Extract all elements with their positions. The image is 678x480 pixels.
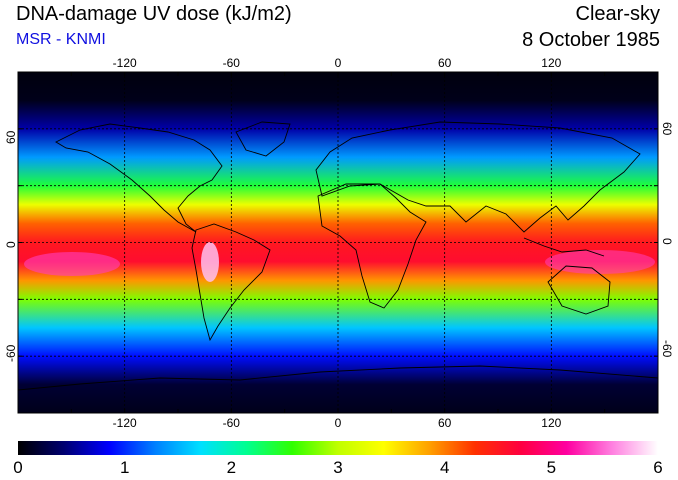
- lon-tick-top: 120: [541, 56, 562, 70]
- lon-tick-bottom: 0: [334, 416, 342, 430]
- colorbar-tick-label: 4: [439, 458, 450, 477]
- lat-tick-right: 0: [660, 238, 674, 245]
- lat-tick-left: 60: [4, 130, 18, 144]
- lat-tick-left: 0: [4, 241, 18, 248]
- coast-indonesia: [523, 237, 605, 257]
- coast-africa: [317, 183, 427, 309]
- andes-high-dose: [201, 242, 219, 282]
- frame-ticks: [18, 72, 658, 413]
- coastlines: [18, 121, 658, 391]
- colorbar-tick-label: 1: [119, 458, 130, 477]
- colorbar-tick-label: 0: [13, 458, 23, 477]
- lon-tick-bottom: 60: [438, 416, 452, 430]
- colorbar-tick-label: 5: [546, 458, 557, 477]
- lat-tick-left: -60: [4, 344, 18, 362]
- lon-tick-top: -120: [112, 56, 137, 70]
- coast-south-america: [191, 223, 271, 342]
- lon-tick-bottom: 120: [541, 416, 562, 430]
- date-label: 8 October 1985: [522, 29, 660, 51]
- lon-tick-bottom: -60: [222, 416, 240, 430]
- coast-antarctica: [18, 365, 658, 391]
- colorbar-tick-label: 2: [226, 458, 237, 477]
- lon-tick-top: 60: [438, 56, 452, 70]
- sky-condition-label: Clear-sky: [575, 3, 660, 25]
- coast-australia: [547, 265, 611, 315]
- colorbar-tick-label: 3: [333, 458, 343, 477]
- south-pacific-high-dose: [24, 252, 120, 276]
- lon-tick-top: 0: [334, 56, 342, 70]
- lat-tick-right: 60: [660, 122, 674, 136]
- coast-greenland: [235, 121, 291, 157]
- colorbar: [18, 441, 658, 455]
- lon-tick-top: -60: [222, 56, 240, 70]
- map-title: DNA-damage UV dose (kJ/m2): [16, 3, 292, 25]
- lon-tick-bottom: -120: [112, 416, 137, 430]
- coast-north-america: [55, 123, 223, 233]
- lat-tick-right: -60: [660, 340, 674, 358]
- source-label: MSR - KNMI: [16, 31, 106, 48]
- tropical-pacific-high-dose: [545, 250, 655, 274]
- colorbar-tick-label: 6: [653, 458, 663, 477]
- graticule: [18, 72, 658, 413]
